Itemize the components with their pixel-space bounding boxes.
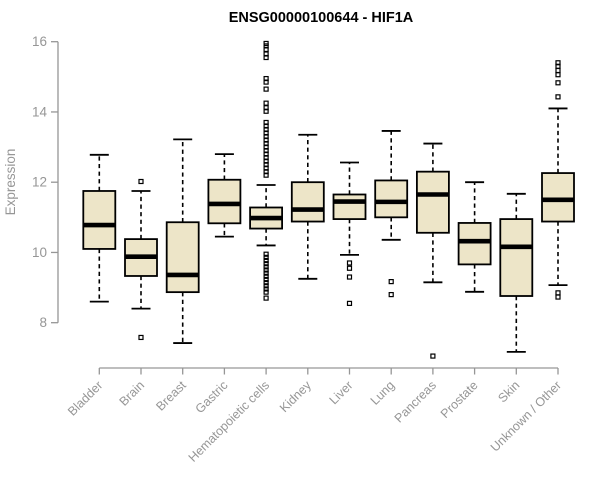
x-tick-label: Brain [117, 378, 148, 409]
outlier-point [263, 283, 269, 289]
outlier-point [263, 46, 269, 53]
outlier-point [263, 273, 269, 279]
y-tick-label: 8 [39, 315, 47, 330]
outlier-point [263, 276, 269, 283]
outlier-point [263, 267, 269, 273]
outlier-point [263, 108, 269, 114]
outlier-point [263, 257, 269, 264]
x-tick-label: Unknown / Other [488, 378, 564, 454]
outlier-point [555, 290, 561, 296]
x-tick-label: Liver [327, 378, 356, 407]
box [332, 193, 367, 220]
box [165, 221, 200, 294]
outlier-point [555, 294, 561, 300]
outlier-point [388, 279, 394, 285]
y-tick-label: 12 [32, 175, 47, 190]
y-tick-label: 16 [32, 34, 47, 49]
outlier-point [263, 280, 269, 286]
outlier-point [555, 67, 561, 74]
box [374, 179, 409, 219]
outlier-point [138, 334, 144, 341]
outlier-point [555, 94, 561, 100]
outlier-point [388, 292, 394, 298]
x-tick-label: Prostate [438, 378, 481, 421]
box [82, 190, 117, 250]
outlier-point [430, 353, 436, 359]
y-axis-label: Expression [3, 149, 18, 216]
outlier-point [263, 86, 269, 92]
outlier-point [263, 270, 269, 276]
x-tick-label: Lung [368, 378, 398, 408]
outlier-point [263, 251, 269, 257]
x-tick-label: Gastric [193, 378, 231, 416]
outlier-point [263, 264, 269, 270]
y-tick-label: 14 [32, 104, 48, 119]
chart-title: ENSG00000100644 - HIF1A [229, 10, 414, 26]
x-tick-label: Pancreas [392, 378, 439, 425]
box [541, 172, 575, 223]
x-tick-label: Breast [153, 378, 189, 414]
box [290, 181, 325, 223]
plot-area: 8 10 12 14 16 Bladder Brain Breast GastricHemato… [32, 34, 575, 465]
outlier-point [555, 72, 561, 78]
outlier-point [263, 295, 269, 301]
x-tick-label: Kidney [277, 378, 314, 415]
outlier-point [346, 300, 353, 306]
x-tick-label: Skin [495, 378, 522, 405]
outlier-point [263, 289, 269, 295]
x-tick-label: Hematopoietic cells [186, 378, 273, 465]
y-tick-label: 10 [32, 245, 47, 260]
outlier-point [138, 178, 144, 185]
outlier-point [263, 100, 269, 106]
outlier-point [346, 260, 353, 266]
box [207, 178, 242, 225]
outlier-point [346, 265, 353, 271]
outlier-point [263, 54, 269, 61]
outlier-point [263, 286, 269, 292]
box [499, 218, 534, 297]
outlier-point [263, 254, 269, 260]
box [457, 222, 492, 266]
outlier-point [263, 79, 269, 85]
outlier-point [263, 261, 269, 267]
outlier-point [346, 274, 353, 280]
box [415, 170, 450, 234]
outlier-point [555, 63, 561, 69]
outlier-point [263, 172, 269, 178]
outlier-point [555, 80, 561, 86]
x-tick-label: Bladder [65, 378, 105, 418]
